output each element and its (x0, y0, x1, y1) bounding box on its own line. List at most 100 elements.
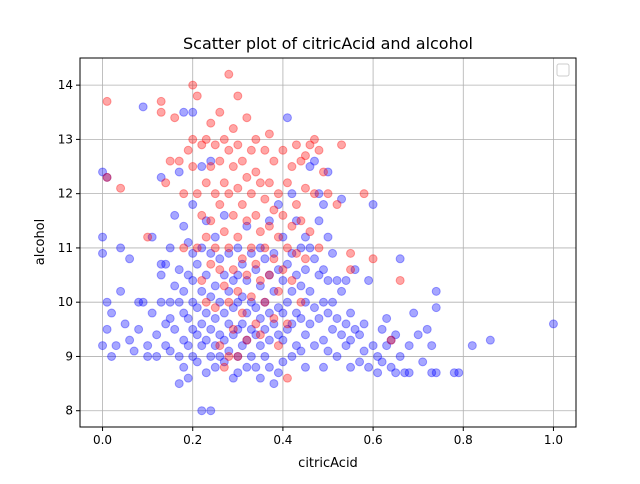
scatter-point (260, 324, 270, 334)
scatter-point (134, 324, 144, 334)
scatter-point (111, 341, 121, 351)
scatter-point (152, 330, 162, 340)
scatter-point (548, 319, 558, 329)
scatter-point (291, 270, 301, 280)
scatter-point (224, 69, 234, 79)
scatter-point (264, 129, 274, 139)
scatter-point (197, 286, 207, 296)
scatter-point (183, 341, 193, 351)
scatter-point (156, 259, 166, 269)
scatter-point (179, 189, 189, 199)
scatter-point (264, 308, 274, 318)
scatter-point (210, 313, 220, 323)
scatter-point (233, 140, 243, 150)
scatter-point (197, 162, 207, 172)
scatter-point (373, 368, 383, 378)
scatter-point (355, 330, 365, 340)
scatter-point (296, 313, 306, 323)
scatter-point (179, 335, 189, 345)
scatter-point (368, 254, 378, 264)
scatter-point (318, 297, 328, 307)
scatter-point (251, 362, 261, 372)
scatter-point (255, 281, 265, 291)
scatter-point (210, 232, 220, 242)
scatter-point (296, 156, 306, 166)
scatter-point (120, 319, 130, 329)
scatter-point (273, 286, 283, 296)
scatter-point (269, 319, 279, 329)
scatter-point (364, 362, 374, 372)
scatter-point (192, 303, 202, 313)
scatter-point (215, 330, 225, 340)
scatter-point (210, 362, 220, 372)
scatter-point (255, 341, 265, 351)
scatter-point (309, 254, 319, 264)
scatter-point (431, 368, 441, 378)
scatter-point (201, 178, 211, 188)
scatter-point (291, 308, 301, 318)
scatter-point (337, 286, 347, 296)
x-tick-label: 1.0 (544, 433, 563, 447)
scatter-point (152, 351, 162, 361)
scatter-point (192, 330, 202, 340)
scatter-point (242, 335, 252, 345)
scatter-point (197, 243, 207, 253)
scatter-point (147, 232, 157, 242)
scatter-point (328, 248, 338, 258)
scatter-point (219, 210, 229, 220)
scatter-point (183, 313, 193, 323)
scatter-point (98, 232, 108, 242)
scatter-point (188, 297, 198, 307)
scatter-point (309, 341, 319, 351)
scatter-point (224, 189, 234, 199)
scatter-point (188, 324, 198, 334)
scatter-point (427, 368, 437, 378)
scatter-point (242, 113, 252, 123)
scatter-point (260, 243, 270, 253)
scatter-point (296, 346, 306, 356)
scatter-point (224, 243, 234, 253)
scatter-point (201, 368, 211, 378)
scatter-point (179, 243, 189, 253)
scatter-point (233, 324, 243, 334)
scatter-point (228, 373, 238, 383)
scatter-point (269, 254, 279, 264)
scatter-point (282, 259, 292, 269)
scatter-point (188, 80, 198, 90)
scatter-point (165, 313, 175, 323)
scatter-point (422, 324, 432, 334)
scatter-point (431, 303, 441, 313)
scatter-point (170, 113, 180, 123)
scatter-point (228, 210, 238, 220)
scatter-point (219, 178, 229, 188)
scatter-point (174, 156, 184, 166)
scatter-point (188, 200, 198, 210)
scatter-point (197, 406, 207, 416)
scatter-point (233, 297, 243, 307)
scatter-point (314, 189, 324, 199)
scatter-point (242, 362, 252, 372)
scatter-point (228, 275, 238, 285)
scatter-point (215, 254, 225, 264)
scatter-point (318, 200, 328, 210)
scatter-point (291, 248, 301, 258)
scatter-point (273, 265, 283, 275)
scatter-point (278, 308, 288, 318)
scatter-point (264, 270, 274, 280)
scatter-point (291, 216, 301, 226)
scatter-point (183, 373, 193, 383)
scatter-point (309, 303, 319, 313)
scatter-point (328, 324, 338, 334)
scatter-point (156, 96, 166, 106)
scatter-point (188, 275, 198, 285)
scatter-point (242, 216, 252, 226)
x-axis-label: citricAcid (298, 456, 358, 471)
scatter-point (485, 335, 495, 345)
scatter-point (264, 362, 274, 372)
scatter-point (332, 275, 342, 285)
scatter-point (282, 113, 292, 123)
scatter-point (219, 362, 229, 372)
scatter-point (242, 275, 252, 285)
scatter-point (165, 243, 175, 253)
scatter-point (246, 297, 256, 307)
